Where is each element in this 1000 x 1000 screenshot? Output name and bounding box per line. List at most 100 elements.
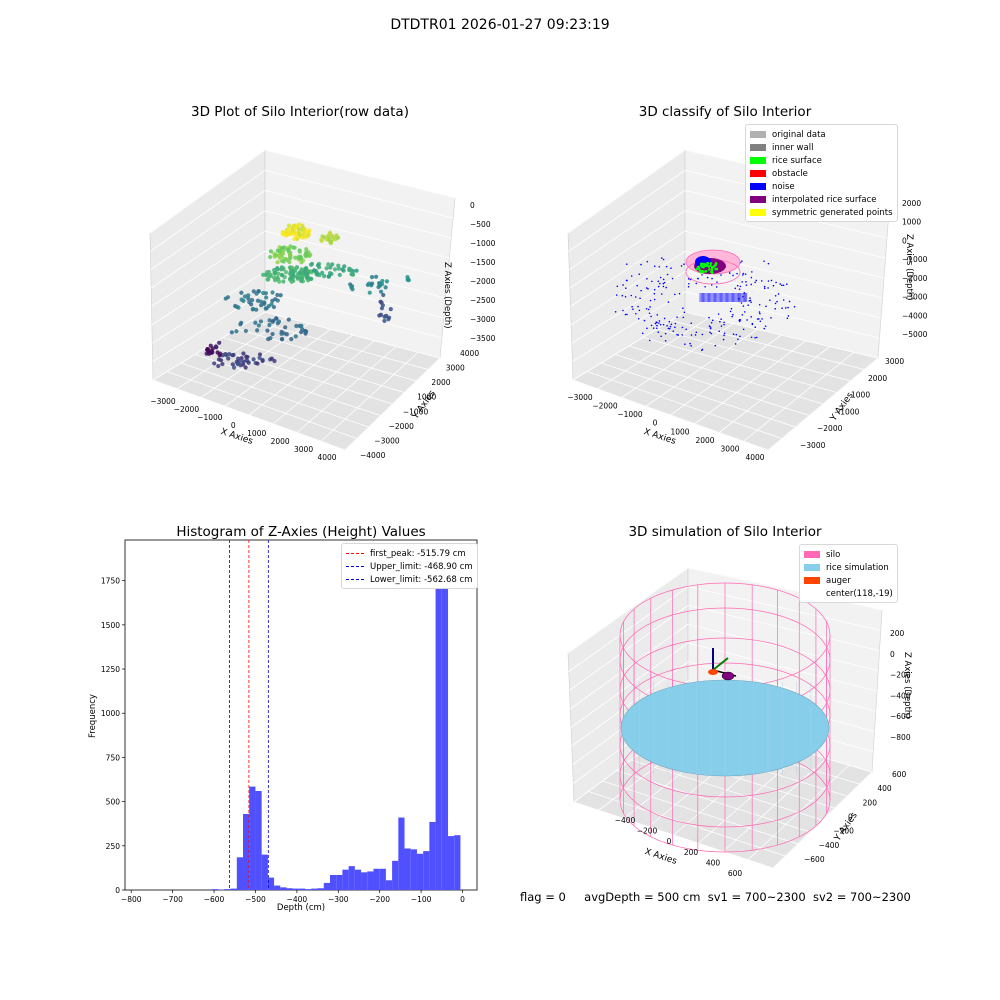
noise-point	[763, 287, 766, 290]
noise-point	[678, 292, 681, 295]
plot4-x-tick-label: 200	[684, 848, 699, 857]
histogram-bar	[243, 813, 250, 890]
noise-point	[622, 309, 624, 312]
plot2-y-tick-label: −2000	[817, 424, 843, 433]
histogram-bar	[416, 853, 424, 890]
plot4-z-tick-label: −400	[890, 691, 911, 700]
noise-point	[681, 334, 684, 336]
noise-point	[747, 304, 749, 306]
noise-point	[774, 294, 777, 297]
noise-point	[630, 275, 633, 277]
point-cloud-marker	[265, 328, 270, 333]
point-cloud-marker	[297, 222, 302, 227]
plot2-z-tick-label: 1000	[902, 218, 921, 227]
noise-point	[643, 319, 646, 322]
noise-point	[732, 313, 734, 316]
plot1-x-tick-label: 2000	[271, 437, 290, 446]
histogram-bar	[441, 559, 449, 890]
point-cloud-marker	[270, 298, 275, 303]
noise-point	[744, 273, 747, 275]
noise-point	[781, 307, 783, 310]
noise-point	[664, 332, 667, 335]
noise-point	[763, 327, 766, 330]
noise-point	[669, 325, 672, 328]
noise-point	[706, 276, 709, 279]
point-cloud-marker	[273, 253, 278, 258]
histogram-bar	[261, 854, 268, 890]
plot2-legend-item: interpolated rice surface	[750, 193, 893, 206]
noise-point	[732, 333, 735, 336]
legend-label: Lower_limit: -562.68 cm	[370, 574, 473, 585]
point-cloud-marker	[254, 307, 259, 312]
noise-point	[736, 272, 738, 275]
noise-point	[779, 283, 782, 285]
y-tick-label: 750	[106, 753, 121, 762]
histogram-bar	[224, 889, 231, 890]
point-cloud-marker	[319, 238, 324, 243]
point-cloud-marker	[217, 353, 222, 358]
noise-point	[720, 325, 723, 327]
point-cloud-marker	[286, 317, 291, 322]
noise-point	[770, 279, 773, 282]
noise-point	[716, 281, 718, 283]
point-cloud-marker	[302, 226, 307, 231]
point-cloud-marker	[275, 248, 280, 253]
noise-point	[732, 274, 734, 277]
point-cloud-marker	[297, 230, 302, 236]
noise-point	[647, 308, 650, 311]
noise-point	[687, 277, 690, 280]
point-cloud-marker	[328, 265, 333, 270]
noise-point	[748, 300, 751, 302]
legend-label: Upper_limit: -468.90 cm	[370, 561, 473, 572]
legend-label: inner wall	[772, 142, 814, 153]
point-cloud-marker	[341, 268, 346, 273]
noise-point	[767, 262, 770, 265]
x-tick-label: −500	[245, 895, 266, 904]
point-cloud-marker	[216, 363, 221, 369]
point-cloud-marker	[304, 250, 309, 255]
plot4-legend-item: rice simulation	[804, 561, 893, 574]
point-cloud-marker	[249, 302, 254, 307]
figure-title: DTDTR01 2026-01-27 09:23:19	[390, 17, 610, 33]
noise-point	[649, 306, 651, 308]
noise-point	[695, 331, 698, 334]
status-sv2: sv2 = 700~2300	[812, 890, 911, 904]
point-cloud-marker	[293, 334, 298, 339]
noise-point	[700, 349, 703, 352]
point-cloud-marker	[230, 362, 235, 367]
point-cloud-marker	[369, 281, 375, 286]
x-tick-label: −600	[204, 895, 225, 904]
histogram-legend-item: Upper_limit: -468.90 cm	[346, 560, 473, 573]
x-tick-label: −400	[287, 895, 308, 904]
plot1-zlabel: Z Axies (Depth)	[442, 262, 452, 329]
point-cloud-marker	[281, 279, 286, 284]
plot4-z-tick-label: 200	[890, 629, 905, 638]
histogram-bar	[317, 888, 324, 890]
noise-point	[734, 343, 737, 345]
noise-point	[720, 318, 722, 320]
noise-point	[657, 285, 660, 288]
noise-point	[646, 277, 648, 280]
noise-point	[694, 334, 697, 336]
noise-point	[687, 285, 690, 288]
point-cloud-marker	[290, 228, 296, 233]
histogram-bar	[435, 550, 442, 890]
legend-swatch	[750, 183, 766, 190]
plot2-y-tick-label: 1000	[851, 391, 870, 400]
plot2-z-tick-label: −4000	[902, 311, 928, 320]
legend-label: rice surface	[772, 155, 822, 166]
legend-swatch	[750, 131, 766, 138]
noise-point	[742, 272, 745, 275]
point-cloud-marker	[205, 347, 210, 352]
point-cloud-marker	[300, 327, 305, 332]
point-cloud-marker	[259, 303, 264, 308]
noise-point	[767, 287, 769, 289]
point-cloud-marker	[377, 280, 382, 286]
legend-label: center(118,-19)	[826, 588, 893, 599]
point-cloud-marker	[330, 262, 335, 267]
plot2-x-tick-label: 3000	[720, 444, 739, 453]
point-cloud-marker	[322, 274, 327, 279]
point-cloud-marker	[223, 296, 228, 301]
plot2-x-tick-label: 0	[653, 419, 658, 428]
point-cloud-marker	[378, 289, 384, 294]
